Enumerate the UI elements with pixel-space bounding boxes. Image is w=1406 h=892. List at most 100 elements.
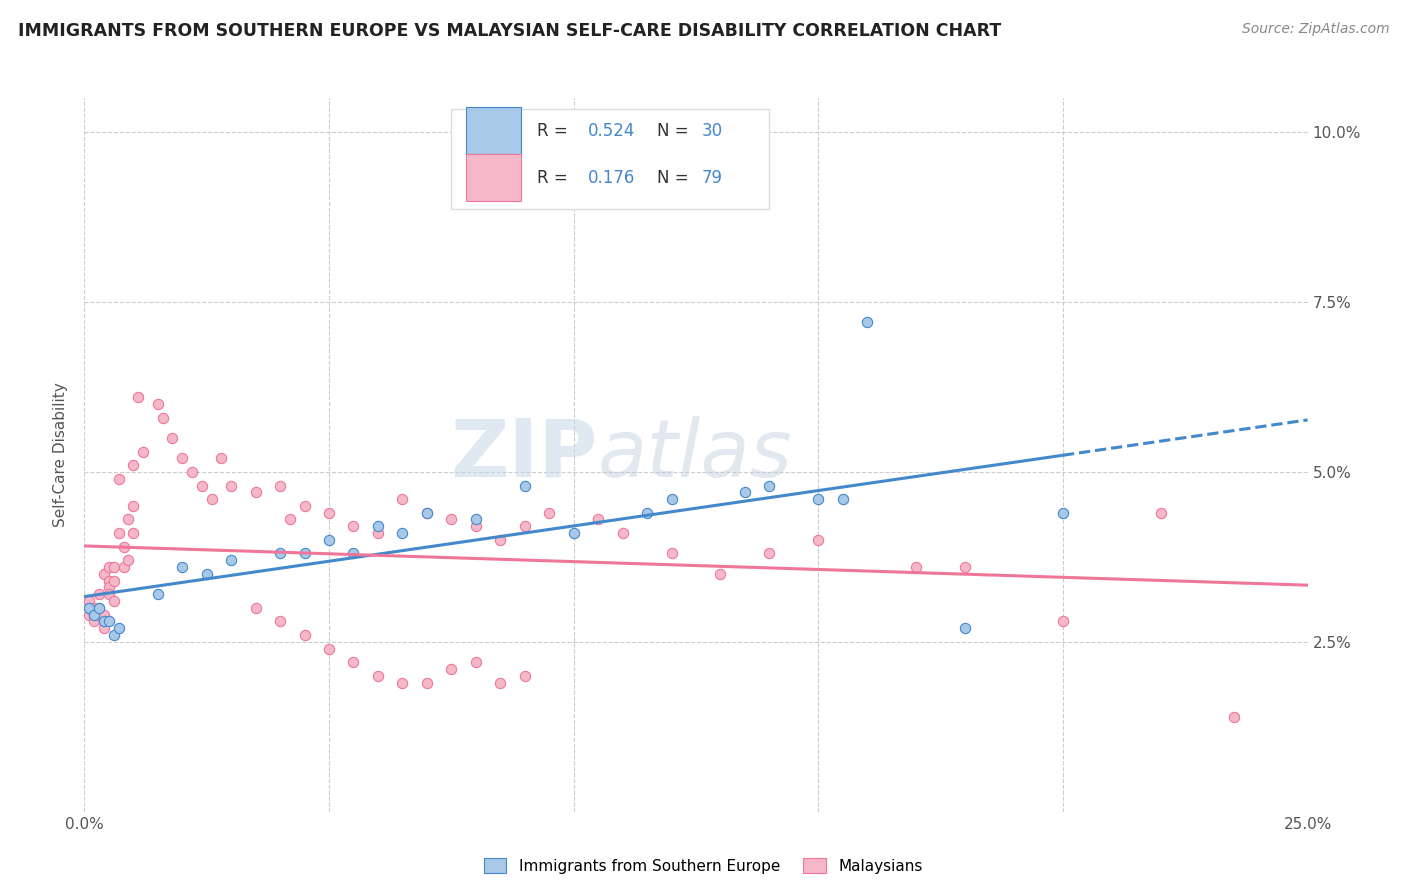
Point	[195, 566, 218, 581]
Legend: Immigrants from Southern Europe, Malaysians: Immigrants from Southern Europe, Malaysi…	[478, 852, 928, 880]
Point	[93, 607, 115, 622]
Y-axis label: Self-Care Disability: Self-Care Disability	[53, 383, 69, 527]
Point	[172, 451, 194, 466]
FancyBboxPatch shape	[465, 107, 522, 153]
Point	[93, 566, 115, 581]
Point	[245, 485, 267, 500]
Point	[127, 390, 149, 404]
Point	[122, 499, 145, 513]
Point	[831, 492, 853, 507]
Point	[953, 621, 976, 635]
Point	[734, 485, 756, 500]
Point	[83, 607, 105, 622]
Point	[112, 540, 135, 554]
Point	[107, 621, 129, 635]
Point	[953, 560, 976, 574]
Point	[132, 444, 155, 458]
Point	[146, 587, 169, 601]
Point	[209, 451, 232, 466]
Point	[87, 587, 110, 601]
Point	[269, 478, 291, 492]
Point	[513, 669, 536, 683]
Point	[107, 472, 129, 486]
Point	[758, 478, 780, 492]
Point	[294, 499, 316, 513]
Point	[93, 615, 115, 629]
Point	[200, 492, 222, 507]
Point	[661, 492, 683, 507]
FancyBboxPatch shape	[465, 154, 522, 201]
Point	[807, 492, 830, 507]
Text: R =: R =	[537, 121, 574, 139]
Point	[87, 600, 110, 615]
Point	[117, 553, 139, 567]
Point	[103, 628, 125, 642]
Point	[1052, 506, 1074, 520]
Point	[661, 546, 683, 560]
Point	[97, 587, 120, 601]
Point	[146, 397, 169, 411]
Point	[219, 553, 242, 567]
Point	[269, 546, 291, 560]
Point	[318, 533, 340, 547]
Point	[77, 594, 100, 608]
Point	[586, 512, 609, 526]
Point	[93, 615, 115, 629]
Point	[122, 526, 145, 541]
Point	[245, 600, 267, 615]
Point	[112, 560, 135, 574]
Point	[416, 506, 439, 520]
Text: IMMIGRANTS FROM SOUTHERN EUROPE VS MALAYSIAN SELF-CARE DISABILITY CORRELATION CH: IMMIGRANTS FROM SOUTHERN EUROPE VS MALAY…	[18, 22, 1001, 40]
Point	[807, 533, 830, 547]
Point	[97, 574, 120, 588]
Text: Source: ZipAtlas.com: Source: ZipAtlas.com	[1241, 22, 1389, 37]
Text: 79: 79	[702, 169, 723, 186]
Point	[107, 526, 129, 541]
Point	[103, 594, 125, 608]
Point	[294, 546, 316, 560]
Point	[440, 512, 463, 526]
Point	[83, 615, 105, 629]
Point	[97, 615, 120, 629]
Text: ZIP: ZIP	[451, 416, 598, 494]
Point	[269, 615, 291, 629]
Point	[103, 560, 125, 574]
Point	[856, 315, 879, 329]
Point	[87, 600, 110, 615]
Point	[77, 600, 100, 615]
Point	[278, 512, 301, 526]
Point	[562, 526, 585, 541]
Text: atlas: atlas	[598, 416, 793, 494]
Point	[464, 512, 486, 526]
Point	[97, 560, 120, 574]
Text: N =: N =	[657, 121, 693, 139]
Text: 0.176: 0.176	[588, 169, 636, 186]
Point	[342, 519, 364, 533]
Point	[489, 675, 512, 690]
Point	[1052, 615, 1074, 629]
Point	[219, 478, 242, 492]
Point	[122, 458, 145, 472]
Point	[367, 526, 389, 541]
Point	[416, 506, 439, 520]
Point	[562, 193, 585, 207]
Point	[709, 566, 731, 581]
Point	[83, 607, 105, 622]
Point	[294, 628, 316, 642]
Point	[117, 512, 139, 526]
Point	[162, 431, 184, 445]
Point	[612, 526, 634, 541]
Point	[342, 655, 364, 669]
Text: 30: 30	[702, 121, 723, 139]
Point	[77, 607, 100, 622]
Point	[367, 669, 389, 683]
Point	[464, 655, 486, 669]
Point	[513, 478, 536, 492]
Point	[191, 478, 214, 492]
Point	[416, 675, 439, 690]
Point	[172, 560, 194, 574]
Point	[152, 410, 174, 425]
Text: 0.524: 0.524	[588, 121, 636, 139]
Point	[440, 662, 463, 676]
Point	[538, 506, 561, 520]
